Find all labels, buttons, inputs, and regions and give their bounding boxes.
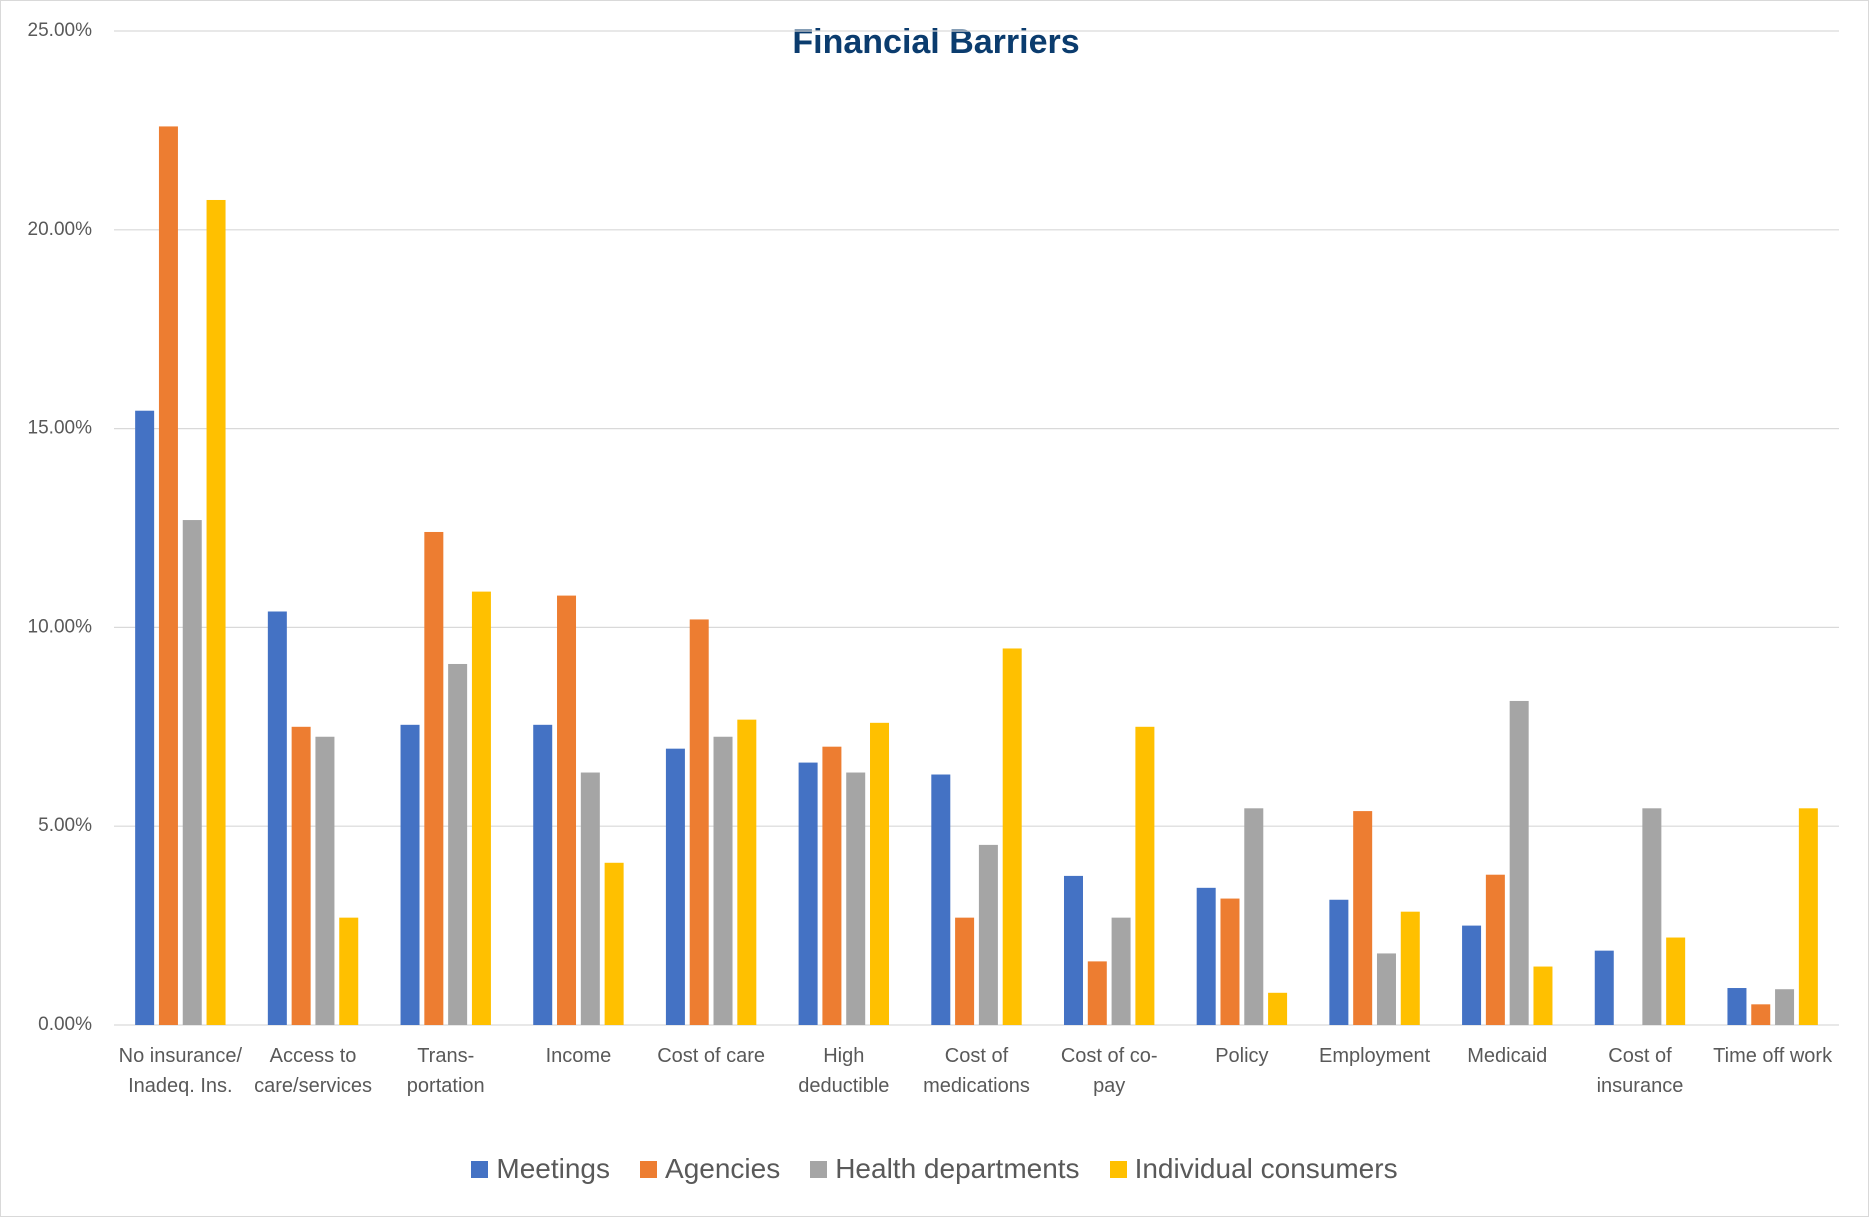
legend-swatch (810, 1160, 828, 1178)
bar (1220, 898, 1240, 1025)
bar (1775, 989, 1795, 1025)
bar (931, 774, 951, 1025)
bar (978, 844, 998, 1025)
bar (1268, 992, 1288, 1025)
bar (1751, 1004, 1771, 1025)
legend-swatch (640, 1160, 658, 1178)
bar (1135, 726, 1155, 1025)
bar (1400, 911, 1420, 1025)
bar (580, 772, 600, 1025)
bar (339, 917, 359, 1025)
x-tick-label: Cost of co- pay (1060, 1045, 1158, 1097)
x-tick-label: Cost of insurance (1596, 1045, 1684, 1097)
bar (1642, 808, 1662, 1025)
bar (1594, 950, 1614, 1025)
bar (955, 917, 975, 1025)
bar (665, 748, 685, 1025)
bar (737, 719, 757, 1025)
bar (1727, 988, 1747, 1025)
bar (291, 726, 311, 1025)
bar (267, 611, 287, 1025)
bar (158, 126, 178, 1025)
legend-item: Health departments (810, 1153, 1080, 1185)
bar (1087, 961, 1107, 1025)
bar (471, 591, 491, 1025)
legend: Meetings Agencies Health departments Indivi… (1, 1153, 1868, 1185)
bar (1196, 887, 1216, 1025)
y-tick-label: 10.00% (28, 616, 93, 637)
legend-label: Agencies (665, 1153, 781, 1184)
legend-swatch (1109, 1160, 1127, 1178)
bar (822, 746, 842, 1025)
bar (689, 619, 709, 1025)
bar (798, 762, 818, 1025)
y-tick-label: 5.00% (38, 815, 92, 836)
x-tick-label: Trans- portation (406, 1045, 485, 1097)
x-tick-label: Employment (1318, 1045, 1431, 1067)
bar (206, 199, 226, 1026)
bar (1798, 808, 1818, 1025)
bar (557, 595, 577, 1025)
x-tick-label: Cost of medications (923, 1045, 1030, 1097)
x-tick-label: Time off work (1713, 1045, 1833, 1067)
x-tick-label: Policy (1215, 1045, 1269, 1067)
bar (424, 531, 444, 1025)
bar (182, 520, 202, 1025)
y-tick-label: 0.00% (38, 1014, 92, 1035)
x-tick-label: Medicaid (1467, 1045, 1548, 1067)
legend-item: Agencies (640, 1153, 780, 1185)
legend-item: Meetings (471, 1153, 610, 1185)
bar (1063, 875, 1083, 1025)
legend-item: Individual consumers (1109, 1153, 1398, 1185)
legend-label: Health departments (835, 1153, 1080, 1184)
bar (1509, 700, 1529, 1025)
bar (1244, 808, 1264, 1025)
bar (1462, 925, 1482, 1025)
bar (1666, 937, 1686, 1025)
bar (400, 724, 420, 1025)
bar (1353, 811, 1373, 1025)
bar (1111, 917, 1131, 1025)
x-tick-label: Income (545, 1045, 612, 1067)
x-tick-label: Access to care/services (254, 1045, 372, 1097)
bar (135, 410, 155, 1025)
y-tick-label: 15.00% (28, 418, 93, 439)
y-tick-label: 20.00% (28, 219, 93, 240)
bar (1002, 648, 1022, 1025)
legend-swatch (471, 1160, 489, 1178)
bar (713, 736, 733, 1025)
bar (448, 663, 468, 1025)
bar (870, 722, 890, 1025)
bar (1376, 953, 1396, 1025)
legend-label: Meetings (496, 1153, 611, 1184)
legend-label: Individual consumers (1134, 1153, 1398, 1184)
chart-title: Financial Barriers (792, 23, 1079, 61)
bar (1533, 966, 1553, 1025)
x-tick-label: Cost of care (657, 1045, 766, 1067)
y-tick-label: 25.00% (28, 20, 93, 41)
bar (604, 862, 624, 1025)
x-tick-label: High deductible (798, 1045, 890, 1097)
bar (533, 724, 553, 1025)
bar (1485, 874, 1505, 1025)
bar (1329, 899, 1349, 1025)
bar (846, 772, 866, 1025)
x-tick-label: No insurance/ Inadeq. Ins. (118, 1045, 243, 1097)
bar (315, 736, 335, 1025)
